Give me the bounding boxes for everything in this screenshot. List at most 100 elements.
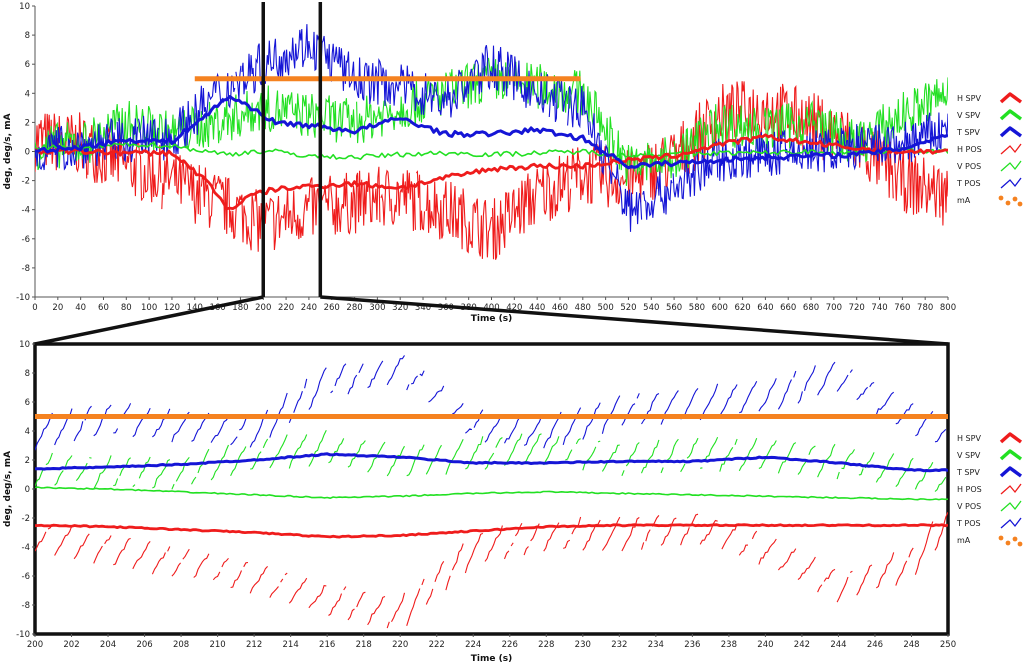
x-tick-label: 620 (734, 303, 750, 313)
y-tick-label: -4 (22, 206, 30, 216)
y-tick-label: -10 (16, 293, 30, 303)
legend-swatch (1000, 160, 1022, 172)
legend-swatch-dot (1005, 540, 1011, 546)
legend-swatch-dot (1017, 541, 1023, 547)
x-tick-label: 720 (849, 303, 865, 313)
x-tick-label: 60 (98, 303, 109, 313)
x-tick-label: 580 (689, 303, 705, 313)
x-tick-label: 480 (575, 303, 591, 313)
x-tick-label: 220 (392, 640, 408, 650)
x-tick-label: 242 (794, 640, 810, 650)
y-tick-label: -2 (22, 177, 30, 187)
plot-area (35, 24, 948, 260)
y-tick-label: 6 (25, 60, 30, 70)
x-tick-label: 340 (415, 303, 431, 313)
series-t-pos-line (35, 355, 948, 450)
y-tick-label: -10 (16, 630, 30, 640)
x-tick-label: 222 (429, 640, 445, 650)
legend-swatch (999, 126, 1023, 138)
y-tick-label: 10 (19, 340, 30, 350)
x-tick-label: 280 (346, 303, 362, 313)
x-tick-label: 214 (283, 640, 299, 650)
legend-label: V POS (957, 502, 981, 511)
y-tick-label: 6 (25, 398, 30, 408)
y-tick-label: -2 (22, 514, 30, 524)
legend-label: V SPV (957, 451, 981, 460)
legend-swatch (1000, 177, 1022, 189)
series-h-spv-line (35, 133, 948, 211)
x-tick-label: 640 (757, 303, 773, 313)
chart-panel-overview: -10-8-6-4-202468100204060801001201401601… (3, 2, 956, 324)
x-tick-label: 0 (32, 303, 37, 313)
zoom-connector-right (320, 295, 949, 346)
x-tick-label: 200 (27, 640, 43, 650)
legend-label: H POS (957, 485, 982, 494)
legend-swatch-dot (998, 195, 1004, 201)
legend-label: H SPV (957, 434, 981, 443)
x-tick-label: 244 (830, 640, 846, 650)
x-tick-label: 230 (575, 640, 591, 650)
x-tick-label: 780 (917, 303, 933, 313)
x-tick-label: 240 (301, 303, 317, 313)
x-tick-label: 400 (483, 303, 499, 313)
x-tick-label: 120 (164, 303, 180, 313)
legend-label: mA (957, 536, 971, 545)
x-tick-label: 320 (392, 303, 408, 313)
x-tick-label: 300 (369, 303, 385, 313)
y-tick-label: 4 (25, 89, 30, 99)
legend-label: T SPV (956, 128, 980, 137)
series-t-spv-line (35, 95, 948, 170)
x-tick-label: 560 (666, 303, 682, 313)
x-tick-label: 500 (598, 303, 614, 313)
y-tick-label: -6 (22, 572, 30, 582)
y-tick-label: 2 (25, 118, 30, 128)
y-axis-title: deg, deg/s, mA (3, 113, 13, 189)
y-tick-label: 8 (25, 31, 30, 41)
y-tick-label: 8 (25, 369, 30, 379)
legend-label: V POS (957, 162, 981, 171)
x-tick-label: 540 (643, 303, 659, 313)
x-tick-label: 210 (209, 640, 225, 650)
x-tick-label: 800 (940, 303, 956, 313)
legend-overview: H SPV V SPV T SPV H POS V POS T POS mA (956, 92, 1023, 207)
x-tick-label: 212 (246, 640, 262, 650)
series-v-spv-line (35, 486, 948, 501)
zoom-connector (34, 2, 949, 346)
x-tick-label: 236 (684, 640, 700, 650)
x-tick-label: 208 (173, 640, 189, 650)
y-axis-title: deg, deg/s, mA (3, 451, 13, 527)
legend-swatch (999, 92, 1023, 104)
x-tick-label: 700 (826, 303, 842, 313)
legend-swatch-dot (1012, 196, 1018, 202)
y-tick-label: 4 (25, 427, 30, 437)
legend-label: T POS (956, 519, 981, 528)
x-tick-label: 180 (232, 303, 248, 313)
legend-swatch-dot (1012, 536, 1018, 542)
legend-zoom: H SPV V SPV T SPV H POS V POS T POS mA (956, 432, 1023, 547)
x-tick-label: 740 (871, 303, 887, 313)
legend-swatch (1000, 517, 1022, 529)
y-tick-label: -4 (22, 543, 30, 553)
x-tick-label: 80 (121, 303, 132, 313)
x-tick-label: 226 (502, 640, 518, 650)
series-h-spv-line (35, 523, 948, 539)
x-tick-label: 260 (324, 303, 340, 313)
y-tick-label: -8 (22, 264, 30, 274)
x-tick-label: 238 (721, 640, 737, 650)
x-tick-label: 216 (319, 640, 335, 650)
x-tick-label: 760 (894, 303, 910, 313)
x-axis-title: Time (s) (471, 314, 512, 324)
x-tick-label: 140 (187, 303, 203, 313)
x-tick-label: 20 (52, 303, 63, 313)
y-tick-label: -6 (22, 235, 30, 245)
x-tick-label: 600 (712, 303, 728, 313)
x-tick-label: 200 (255, 303, 271, 313)
legend-swatch (999, 466, 1023, 478)
y-tick-label: 10 (19, 2, 30, 12)
x-tick-label: 220 (278, 303, 294, 313)
x-tick-label: 660 (780, 303, 796, 313)
x-tick-label: 234 (648, 640, 664, 650)
x-tick-label: 520 (620, 303, 636, 313)
x-tick-label: 228 (538, 640, 554, 650)
